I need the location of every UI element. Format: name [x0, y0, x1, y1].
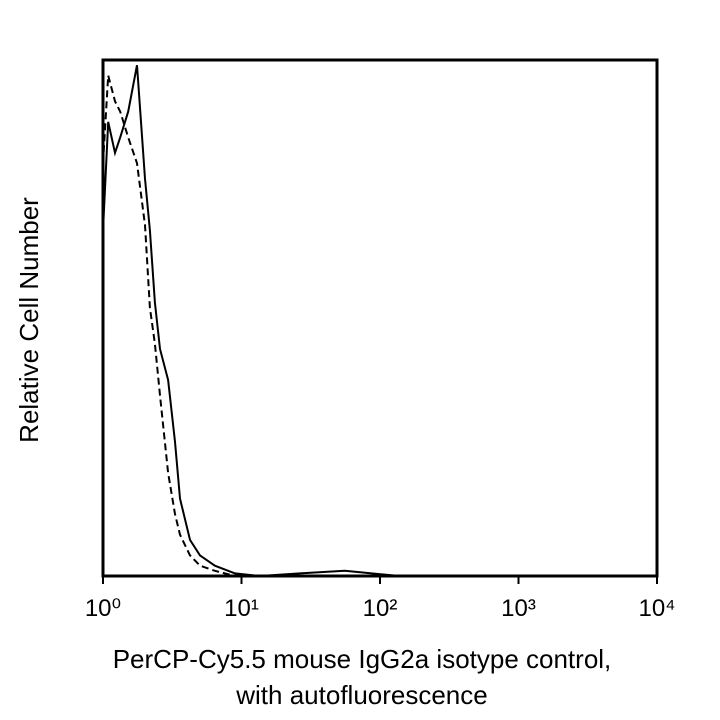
x-tick-label: 10² — [363, 595, 398, 622]
x-tick-label: 10³ — [501, 595, 536, 622]
histogram-line — [102, 75, 657, 577]
y-axis-label: Relative Cell Number — [14, 197, 44, 443]
x-tick-label: 10⁴ — [638, 595, 675, 622]
histogram-line — [102, 65, 657, 578]
plot-frame — [101, 58, 659, 578]
x-tick-label: 10¹ — [224, 595, 259, 622]
x-tick-label: 10⁰ — [85, 595, 121, 622]
x-axis-label: with autofluorescence — [235, 680, 487, 710]
x-axis-label: PerCP-Cy5.5 mouse IgG2a isotype control, — [113, 644, 612, 674]
